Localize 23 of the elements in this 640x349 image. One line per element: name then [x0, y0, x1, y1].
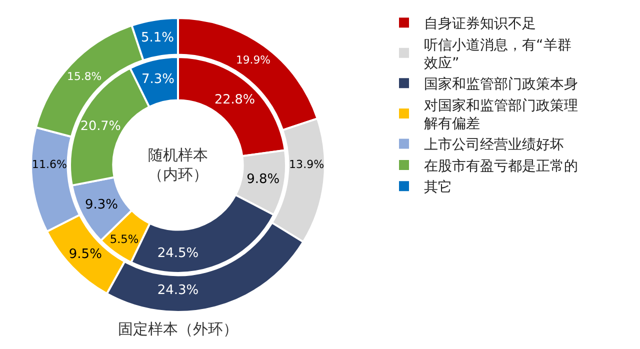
legend-label: 上市公司经营业绩好坏 [424, 137, 564, 154]
data-label: 13.9% [289, 158, 324, 171]
data-label: 5.1% [140, 30, 174, 46]
data-label: 19.9% [236, 54, 270, 67]
legend-label: 在股市有盈亏都是正常的 [424, 158, 578, 174]
data-label: 9.3% [84, 198, 118, 213]
slice-label: 随机样本（内环） [148, 146, 208, 184]
data-label: 9.8% [246, 172, 280, 188]
data-label: 5.5% [110, 232, 139, 246]
data-label: 9.5% [68, 246, 102, 262]
data-label: 24.3% [157, 283, 199, 298]
data-label: 15.8% [67, 70, 102, 83]
data-label: 11.6% [32, 158, 67, 171]
data-label: 24.5% [157, 246, 199, 262]
data-label: 7.3% [141, 72, 174, 87]
legend-label: 其它 [424, 180, 452, 196]
slice-label: 固定样本（外环） [118, 320, 238, 338]
legend-label: 对国家和监管部门政策理解有偏差 [424, 98, 578, 132]
data-label: 22.8% [214, 92, 256, 108]
legend-label: 自身证券知识不足 [424, 16, 536, 32]
legend-label: 听信小道消息，有“羊群效应” [424, 37, 572, 72]
data-label: 20.7% [80, 119, 121, 134]
legend-label: 国家和监管部门政策本身 [424, 76, 578, 93]
